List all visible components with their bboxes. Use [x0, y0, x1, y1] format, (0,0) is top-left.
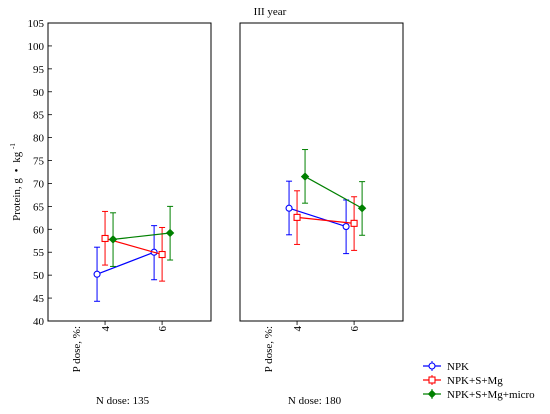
- y-tick-label: 85: [33, 110, 45, 122]
- y-tick-label: 40: [33, 316, 45, 328]
- y-tick-label: 100: [28, 41, 45, 53]
- y-tick-label: 50: [33, 270, 45, 282]
- y-tick-label: 95: [33, 64, 45, 76]
- data-point: [293, 213, 301, 221]
- data-point: [357, 204, 367, 213]
- y-tick-label: 90: [33, 87, 45, 99]
- y-tick-label: 70: [33, 178, 45, 190]
- x-tick-label: 4: [100, 326, 112, 332]
- data-point: [285, 204, 293, 212]
- legend-marker: [428, 362, 436, 370]
- data-point: [158, 250, 166, 259]
- panel-frame: [239, 22, 404, 322]
- y-tick-label: 65: [33, 201, 45, 213]
- series-line: [304, 176, 363, 209]
- y-axis-label-main: Protein, g: [11, 178, 23, 221]
- y-tick-label: 55: [33, 247, 45, 259]
- chart-title: III year: [254, 6, 287, 18]
- y-tick-label: 75: [33, 156, 45, 168]
- legend-label: NPK+S+Mg+micro: [447, 389, 535, 401]
- x-tick-label: 6: [157, 326, 169, 332]
- data-point: [342, 223, 350, 231]
- panel-label: N dose: 180: [288, 395, 342, 407]
- data-point: [101, 234, 109, 243]
- x-tick-label: 6: [349, 326, 361, 332]
- series-line: [96, 251, 155, 275]
- y-tick-label: 45: [33, 293, 45, 305]
- data-point: [165, 228, 175, 238]
- y-tick-label: 80: [33, 133, 45, 145]
- x-axis-label: P dose, %:: [263, 326, 275, 372]
- panel-label: N dose: 135: [96, 395, 150, 407]
- y-tick-label: 60: [33, 224, 45, 236]
- legend-marker: [428, 376, 436, 384]
- y-axis-label: Protein, g • kg -1: [9, 143, 23, 221]
- data-point: [350, 219, 358, 227]
- data-point: [93, 270, 101, 278]
- y-tick-label: 105: [28, 18, 45, 30]
- series-line: [288, 207, 347, 228]
- y-axis-label-exponent: -1: [9, 143, 17, 149]
- svg-text:Protein, g • k: Protein, g • kg -1: [9, 143, 23, 221]
- data-point: [108, 235, 118, 244]
- series-line: [112, 232, 171, 240]
- legend-label: NPK: [447, 361, 469, 373]
- x-tick-label: 4: [292, 326, 304, 332]
- legend-marker: [427, 389, 437, 399]
- y-axis-label-unit: kg: [11, 151, 23, 163]
- series-line: [296, 216, 355, 224]
- panel-frame: [47, 22, 212, 322]
- data-point: [300, 172, 310, 181]
- legend-label: NPK+S+Mg: [447, 375, 503, 387]
- x-axis-label: P dose, %:: [71, 326, 83, 372]
- y-axis-label-bullet: •: [11, 168, 23, 172]
